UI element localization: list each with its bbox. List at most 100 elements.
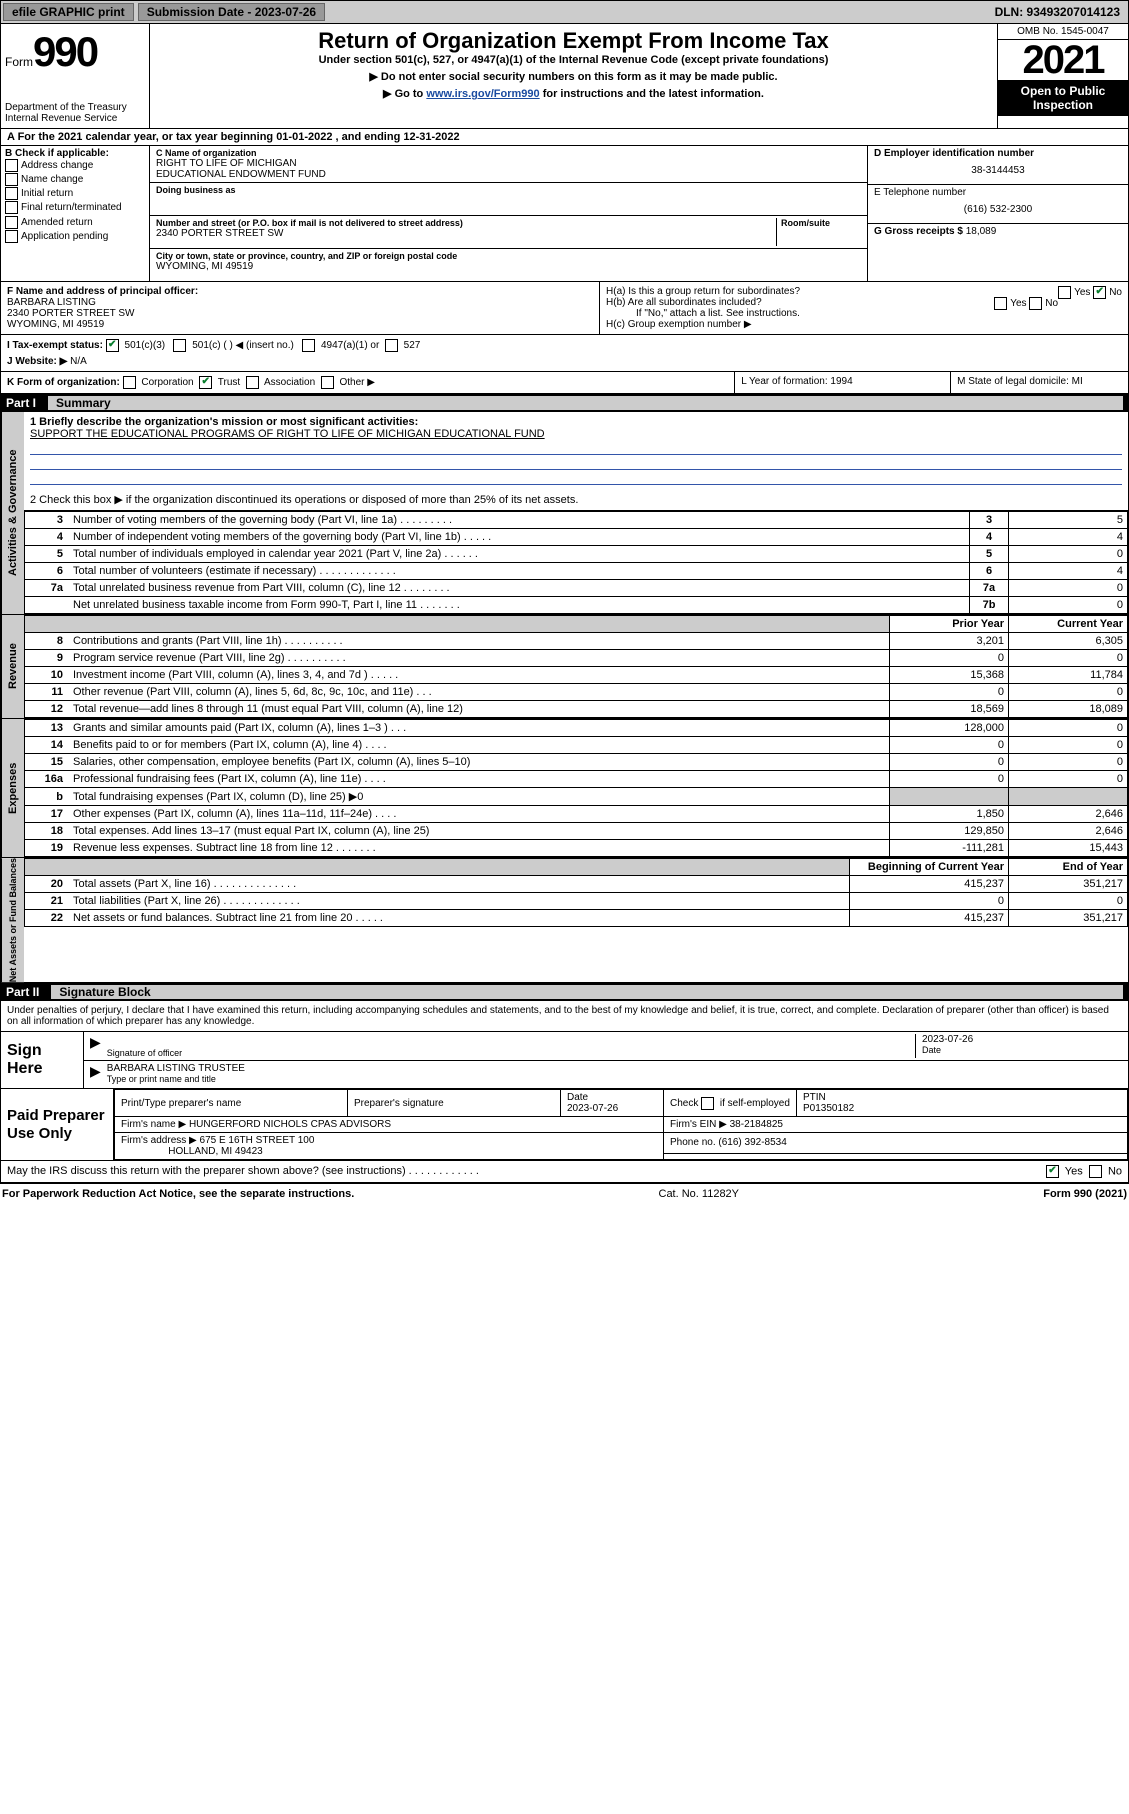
footer-right: Form 990 (2021)	[1043, 1188, 1127, 1200]
part-1-name: Summary	[48, 396, 1123, 410]
gross-value: 18,089	[966, 226, 997, 237]
open-to-public: Open to Public Inspection	[998, 80, 1128, 116]
table-row: 11 Other revenue (Part VIII, column (A),…	[25, 684, 1128, 701]
row-m: M State of legal domicile: MI	[951, 372, 1128, 393]
may-irs-no-label: No	[1108, 1166, 1122, 1178]
chk-final-return[interactable]: Final return/terminated	[5, 201, 145, 215]
opt-527: 527	[404, 340, 421, 351]
officer-name: BARBARA LISTING	[7, 297, 593, 308]
f-label: F Name and address of principal officer:	[7, 286, 593, 297]
netassets-table: Beginning of Current YearEnd of Year20 T…	[24, 858, 1128, 927]
table-row: 16a Professional fundraising fees (Part …	[25, 771, 1128, 788]
sign-here-block: Sign Here ▶ Signature of officer 2023-07…	[0, 1032, 1129, 1089]
self-emp-label: Check if self-employed	[670, 1098, 790, 1109]
revenue-section: Revenue Prior YearCurrent Year8 Contribu…	[0, 615, 1129, 719]
box-d: D Employer identification number 38-3144…	[867, 146, 1128, 281]
k-label: K Form of organization:	[7, 377, 120, 388]
prep-date-label: Date	[567, 1092, 588, 1103]
form-word: Form	[5, 55, 33, 69]
chk-trust[interactable]	[199, 376, 212, 389]
chk-name-change[interactable]: Name change	[5, 173, 145, 187]
ha-no[interactable]	[1093, 286, 1106, 299]
ha-yes[interactable]	[1058, 286, 1071, 299]
firm-addr-label: Firm's address ▶	[121, 1135, 197, 1146]
part-2-header: Part II Signature Block	[0, 983, 1129, 1001]
firm-phone-label: Phone no.	[670, 1137, 716, 1148]
chk-501c[interactable]	[173, 339, 186, 352]
page-footer: For Paperwork Reduction Act Notice, see …	[0, 1183, 1129, 1204]
goto-post: for instructions and the latest informat…	[540, 88, 764, 100]
ha-row: H(a) Is this a group return for subordin…	[606, 286, 1122, 297]
org-city: WYOMING, MI 49519	[156, 261, 861, 272]
part-2-name: Signature Block	[51, 985, 1123, 999]
chk-other[interactable]	[321, 376, 334, 389]
may-irs-no[interactable]	[1089, 1165, 1102, 1178]
chk-amended-return[interactable]: Amended return	[5, 216, 145, 230]
hb-no[interactable]	[1029, 297, 1042, 310]
sig-date-value: 2023-07-26	[922, 1034, 1122, 1045]
top-toolbar: efile GRAPHIC print Submission Date - 20…	[0, 0, 1129, 24]
tax-status-row: I Tax-exempt status: 501(c)(3) 501(c) ( …	[0, 335, 1129, 372]
officer-typed-label: Type or print name and title	[107, 1074, 1122, 1084]
may-irs-yes-label: Yes	[1065, 1166, 1083, 1178]
form-number: 990	[33, 28, 97, 75]
header-mid: Return of Organization Exempt From Incom…	[150, 24, 997, 128]
row-k: K Form of organization: Corporation Trus…	[1, 372, 735, 393]
box-h: H(a) Is this a group return for subordin…	[600, 282, 1128, 334]
chk-assoc[interactable]	[246, 376, 259, 389]
footer-mid: Cat. No. 11282Y	[659, 1188, 740, 1200]
table-header-row: Beginning of Current YearEnd of Year	[25, 859, 1128, 876]
sig-date-label: Date	[922, 1045, 1122, 1055]
org-info-block: B Check if applicable: Address change Na…	[0, 146, 1129, 282]
chk-527[interactable]	[385, 339, 398, 352]
paid-preparer-table: Print/Type preparer's name Preparer's si…	[114, 1089, 1128, 1160]
submission-date-button[interactable]: Submission Date - 2023-07-26	[138, 3, 325, 21]
vtab-netassets: Net Assets or Fund Balances	[1, 858, 24, 982]
table-row: 15 Salaries, other compensation, employe…	[25, 754, 1128, 771]
table-row: 9 Program service revenue (Part VIII, li…	[25, 650, 1128, 667]
ein-value: 38-3144453	[874, 165, 1122, 176]
irs-link[interactable]: www.irs.gov/Form990	[426, 88, 539, 100]
mission-blank-3	[30, 472, 1122, 485]
opt-4947: 4947(a)(1) or	[321, 340, 379, 351]
dln-label: DLN: 93493207014123	[995, 5, 1128, 19]
table-row: 17 Other expenses (Part IX, column (A), …	[25, 806, 1128, 823]
governance-section: Activities & Governance 1 Briefly descri…	[0, 412, 1129, 615]
form-title: Return of Organization Exempt From Incom…	[154, 28, 993, 54]
officer-addr1: 2340 PORTER STREET SW	[7, 308, 593, 319]
ptin-value: P01350182	[803, 1103, 854, 1114]
chk-501c3[interactable]	[106, 339, 119, 352]
firm-ein-label: Firm's EIN ▶	[670, 1119, 727, 1130]
goto-pre: ▶ Go to	[383, 88, 426, 100]
row-i: I Tax-exempt status: 501(c)(3) 501(c) ( …	[1, 335, 1128, 371]
perjury-statement: Under penalties of perjury, I declare th…	[0, 1001, 1129, 1032]
form-subtitle-1: Under section 501(c), 527, or 4947(a)(1)…	[154, 54, 993, 66]
officer-group-row: F Name and address of principal officer:…	[0, 282, 1129, 335]
paid-preparer-label: Paid Preparer Use Only	[1, 1089, 114, 1160]
chk-corp[interactable]	[123, 376, 136, 389]
addr-label: Number and street (or P.O. box if mail i…	[156, 218, 776, 228]
table-row: 13 Grants and similar amounts paid (Part…	[25, 720, 1128, 737]
chk-application-pending[interactable]: Application pending	[5, 230, 145, 244]
box-c: C Name of organization RIGHT TO LIFE OF …	[150, 146, 867, 281]
may-irs-yes[interactable]	[1046, 1165, 1059, 1178]
footer-left: For Paperwork Reduction Act Notice, see …	[2, 1188, 354, 1200]
chk-self-employed[interactable]	[701, 1097, 714, 1110]
firm-ein-value: 38-2184825	[730, 1119, 783, 1130]
ptin-label: PTIN	[803, 1092, 826, 1103]
tax-year: 2021	[998, 40, 1128, 80]
chk-4947[interactable]	[302, 339, 315, 352]
paid-preparer-block: Paid Preparer Use Only Print/Type prepar…	[0, 1089, 1129, 1161]
hb-yes[interactable]	[994, 297, 1007, 310]
efile-print-button[interactable]: efile GRAPHIC print	[3, 3, 134, 21]
phone-label: E Telephone number	[874, 187, 1122, 198]
hc-row: H(c) Group exemption number ▶	[606, 319, 1122, 330]
website-value: N/A	[70, 356, 87, 367]
box-b-heading: B Check if applicable:	[5, 148, 145, 159]
may-irs-row: May the IRS discuss this return with the…	[0, 1161, 1129, 1183]
opt-assoc: Association	[264, 377, 315, 388]
room-label: Room/suite	[781, 218, 861, 228]
mission-blank-2	[30, 457, 1122, 470]
chk-initial-return[interactable]: Initial return	[5, 187, 145, 201]
chk-address-change[interactable]: Address change	[5, 159, 145, 173]
